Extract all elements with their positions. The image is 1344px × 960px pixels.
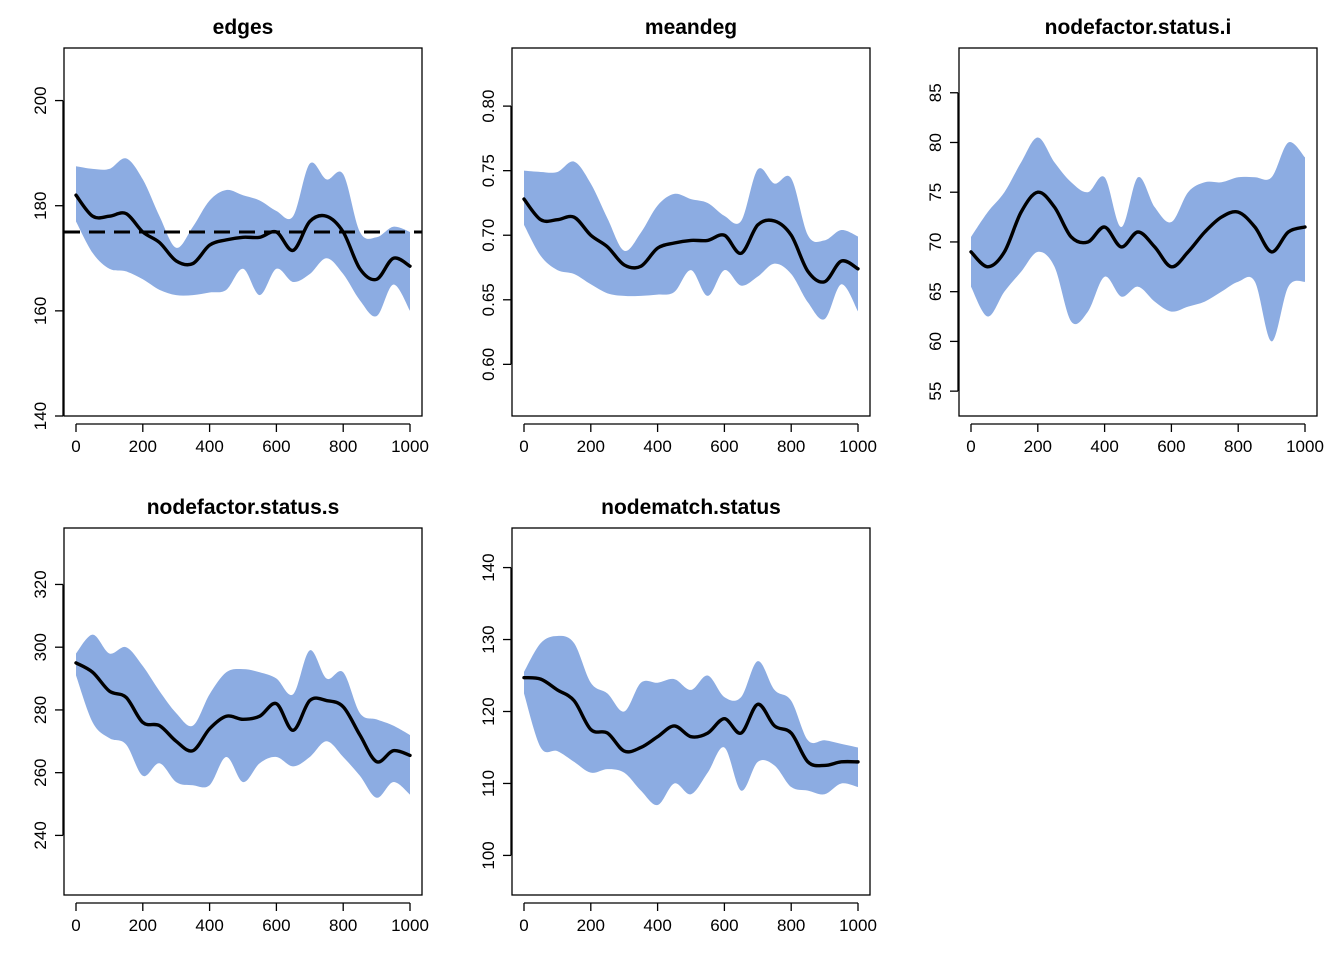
y-tick-label: 55 <box>926 382 945 401</box>
y-tick-label: 280 <box>31 696 50 724</box>
x-tick-label: 400 <box>1090 437 1118 456</box>
plot-frame <box>958 47 1318 417</box>
x-tick-label: 800 <box>329 437 357 456</box>
mean-line <box>522 675 860 768</box>
y-tick-label: 120 <box>479 697 498 725</box>
y-tick-label: 260 <box>31 758 50 786</box>
y-tick-label: 0.60 <box>479 348 498 381</box>
y-tick-label: 110 <box>479 770 498 797</box>
x-tick-label: 0 <box>71 437 80 456</box>
y-tick-label: 0.70 <box>479 219 498 252</box>
y-tick-label: 140 <box>479 553 498 581</box>
y-tick-label: 60 <box>926 332 945 351</box>
x-tick-label: 400 <box>195 916 223 935</box>
panel-title: nodefactor.status.s <box>147 496 340 519</box>
y-tick-label: 180 <box>31 192 50 220</box>
y-tick-label: 0.75 <box>479 154 498 187</box>
y-tick-label: 200 <box>31 86 50 114</box>
y-tick-label: 160 <box>31 297 50 325</box>
x-tick-label: 200 <box>577 437 605 456</box>
y-tick-label: 80 <box>926 133 945 152</box>
x-tick-label: 0 <box>519 437 528 456</box>
y-tick-label: 320 <box>31 570 50 598</box>
mean-line <box>522 197 860 284</box>
confidence-band <box>76 634 410 798</box>
x-tick-label: 0 <box>519 916 528 935</box>
x-tick-label: 400 <box>643 437 671 456</box>
x-tick-label: 0 <box>966 437 975 456</box>
y-tick-label: 70 <box>926 232 945 251</box>
plot-frame <box>511 47 871 417</box>
x-tick-label: 1000 <box>391 916 429 935</box>
x-tick-label: 200 <box>129 437 157 456</box>
chart-panel-4: nodematch.status 0 200 400 600 800 1000 100 110 1… <box>479 496 877 935</box>
x-tick-label: 600 <box>262 916 290 935</box>
panel-title: nodematch.status <box>601 496 781 519</box>
y-tick-label: 0.65 <box>479 283 498 316</box>
y-tick-label: 300 <box>31 633 50 661</box>
x-tick-label: 800 <box>1224 437 1252 456</box>
x-tick-label: 200 <box>577 916 605 935</box>
chart-panel-0: edges 0 200 400 600 800 1000 140 160 180 200 <box>31 16 429 456</box>
plot-frame <box>63 47 423 417</box>
y-tick-label: 75 <box>926 183 945 202</box>
y-tick-label: 65 <box>926 282 945 301</box>
x-tick-label: 1000 <box>839 916 877 935</box>
y-tick-label: 240 <box>31 821 50 849</box>
y-tick-label: 140 <box>31 402 50 430</box>
x-tick-label: 800 <box>777 916 805 935</box>
x-tick-label: 400 <box>643 916 671 935</box>
chart-panel-3: nodefactor.status.s 0 200 400 600 800 1000 240 2… <box>31 496 429 935</box>
x-tick-label: 400 <box>195 437 223 456</box>
x-tick-label: 1000 <box>391 437 429 456</box>
x-tick-label: 200 <box>1024 437 1052 456</box>
x-tick-label: 600 <box>710 916 738 935</box>
x-tick-label: 1000 <box>839 437 877 456</box>
mean-line <box>969 190 1307 269</box>
chart-panel-2: nodefactor.status.i 0 200 400 600 800 1000 55 60… <box>926 16 1324 456</box>
plot-frame <box>511 527 871 896</box>
x-tick-label: 200 <box>129 916 157 935</box>
plot-frame <box>63 527 423 896</box>
chart-panel-1: meandeg 0 200 400 600 800 1000 0.60 0.65 0.70 0.75… <box>479 16 877 456</box>
x-tick-label: 800 <box>329 916 357 935</box>
x-tick-label: 600 <box>262 437 290 456</box>
y-tick-label: 85 <box>926 83 945 102</box>
panel-title: meandeg <box>645 16 737 39</box>
y-tick-label: 0.80 <box>479 90 498 123</box>
y-tick-label: 130 <box>479 625 498 653</box>
x-tick-label: 600 <box>1157 437 1185 456</box>
x-tick-label: 800 <box>777 437 805 456</box>
mean-line <box>74 661 412 764</box>
y-tick-label: 100 <box>479 841 498 869</box>
panel-title: edges <box>213 16 274 39</box>
x-tick-label: 0 <box>71 916 80 935</box>
confidence-band <box>971 137 1305 342</box>
confidence-band <box>524 635 858 806</box>
mean-line <box>74 193 412 282</box>
x-tick-label: 600 <box>710 437 738 456</box>
x-tick-label: 1000 <box>1286 437 1324 456</box>
panel-title: nodefactor.status.i <box>1045 16 1232 39</box>
